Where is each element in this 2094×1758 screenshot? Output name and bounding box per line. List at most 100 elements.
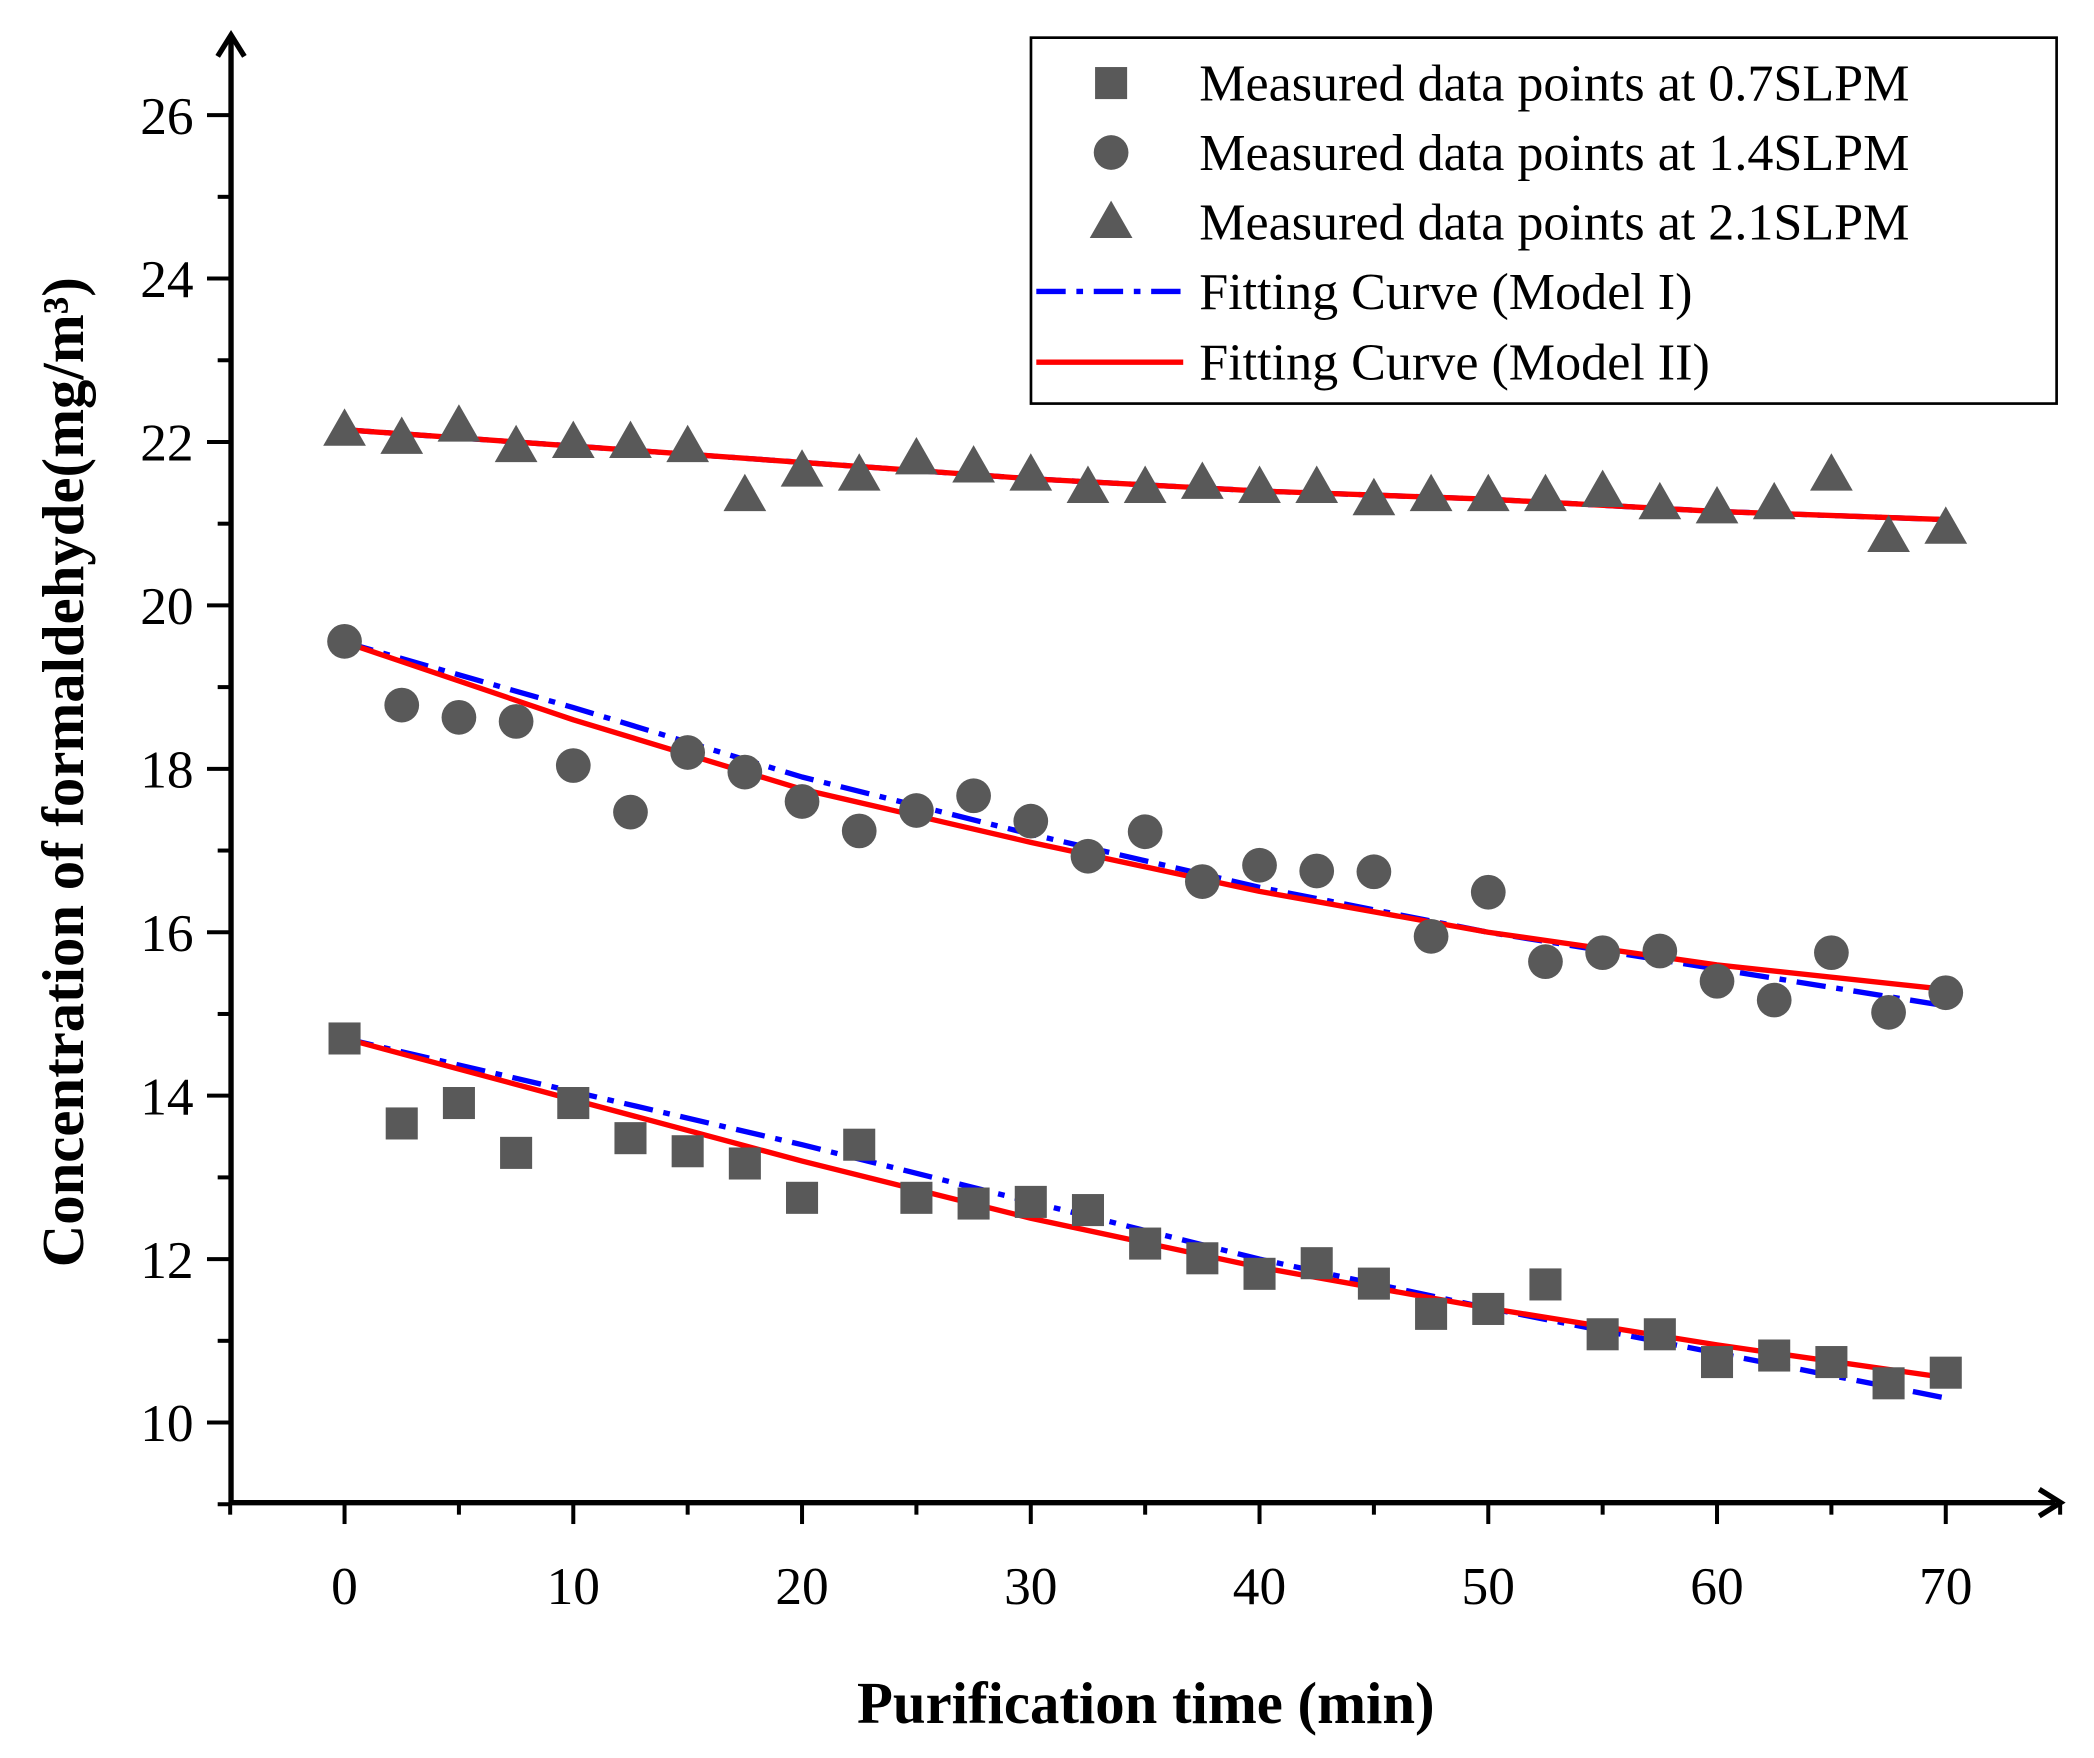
- legend-square-marker: [1095, 67, 1128, 100]
- square-data-point: [843, 1128, 876, 1161]
- square-data-point: [328, 1022, 361, 1055]
- triangle-data-point: [494, 424, 538, 463]
- triangle-data-point: [895, 436, 938, 475]
- square-data-point: [1014, 1185, 1047, 1218]
- x-tick-label: 70: [1919, 1556, 1972, 1616]
- triangle-data-point: [837, 453, 881, 491]
- x-axis-title: Purification time (min): [857, 1671, 1435, 1736]
- triangle-data-point: [1924, 506, 1968, 544]
- legend-label: Measured data points at 2.1SLPM: [1199, 194, 1909, 251]
- triangle-data-point: [1695, 485, 1739, 524]
- legend-label: Fitting Curve (Model I): [1199, 264, 1692, 321]
- data-points: [323, 404, 1968, 1400]
- x-tick-label: 0: [331, 1556, 358, 1616]
- circle-data-point: [498, 704, 534, 739]
- circle-data-point: [1642, 933, 1678, 969]
- circle-data-point: [1756, 982, 1792, 1018]
- x-tick-label: 50: [1462, 1556, 1515, 1616]
- legend-label: Measured data points at 1.4SLPM: [1199, 125, 1909, 182]
- legend-triangle-marker: [1089, 200, 1133, 238]
- square-data-point: [1472, 1292, 1505, 1325]
- circle-data-point: [1814, 935, 1849, 971]
- legend-box: [1029, 36, 2058, 405]
- square-data-point: [900, 1181, 933, 1214]
- square-data-point: [385, 1107, 418, 1140]
- circle-data-point: [1242, 847, 1277, 883]
- circle-data-point: [1871, 994, 1906, 1030]
- circle-data-point: [555, 748, 591, 783]
- circle-data-point: [1413, 918, 1449, 954]
- circle-data-point: [1928, 975, 1964, 1011]
- triangle-data-point: [1066, 465, 1110, 503]
- triangle-data-point: [609, 420, 652, 458]
- square-data-point: [1186, 1242, 1219, 1275]
- square-data-point: [1929, 1356, 1962, 1389]
- circle-data-point: [1013, 803, 1049, 839]
- triangle-data-point: [1295, 465, 1339, 503]
- fit-curve-model-ii: [343, 639, 1947, 993]
- square-data-point: [1357, 1267, 1390, 1300]
- circle-data-point: [384, 687, 420, 723]
- square-data-point: [442, 1087, 475, 1120]
- triangle-data-point: [1867, 514, 1910, 552]
- triangle-data-point: [1581, 469, 1625, 508]
- square-data-point: [1643, 1318, 1676, 1351]
- fit-curve-model-i: [343, 639, 1947, 1009]
- triangle-data-point: [723, 473, 767, 512]
- y-tick-label: 20: [140, 576, 193, 636]
- circle-data-point: [327, 623, 362, 659]
- square-data-point: [1758, 1339, 1791, 1372]
- square-data-point: [1129, 1227, 1162, 1260]
- x-tick-label: 10: [547, 1556, 600, 1616]
- x-tick-label: 60: [1690, 1556, 1743, 1616]
- y-tick-label: 16: [140, 903, 193, 963]
- y-tick-label: 14: [140, 1066, 193, 1126]
- y-tick-label: 10: [140, 1393, 193, 1453]
- square-data-point: [1243, 1257, 1276, 1290]
- y-axis-title: Concentration of formaldehyde(mg/m³): [31, 277, 96, 1267]
- circle-data-point: [1699, 963, 1735, 999]
- circle-data-point: [1356, 854, 1392, 890]
- square-data-point: [957, 1187, 990, 1220]
- x-tick-label: 40: [1233, 1556, 1286, 1616]
- triangle-data-point: [1352, 477, 1396, 516]
- circle-data-point: [956, 778, 991, 814]
- triangle-data-point: [437, 404, 481, 442]
- triangle-data-point: [1180, 461, 1224, 499]
- square-data-point: [1415, 1297, 1448, 1330]
- circle-data-point: [899, 793, 934, 828]
- triangle-data-point: [780, 449, 824, 487]
- y-tick-label: 12: [140, 1230, 193, 1290]
- circle-data-point: [1470, 874, 1506, 910]
- square-data-point: [1071, 1194, 1104, 1227]
- square-data-point: [728, 1147, 761, 1180]
- triangle-data-point: [1238, 465, 1281, 503]
- square-data-point: [1529, 1268, 1562, 1301]
- square-data-point: [500, 1136, 533, 1169]
- square-data-point: [557, 1087, 590, 1120]
- y-axis-arrow: [215, 29, 247, 58]
- axes: 0 10 20 30 40 50 60 70 10 12 14 16 18 20 22 24 26: [140, 29, 2066, 1616]
- square-data-point: [786, 1181, 819, 1214]
- square-data-point: [1872, 1367, 1905, 1400]
- circle-data-point: [1184, 864, 1220, 899]
- square-data-point: [614, 1122, 647, 1155]
- y-tick-label: 18: [140, 740, 193, 800]
- square-data-point: [1586, 1318, 1619, 1351]
- y-tick-label: 26: [140, 86, 193, 146]
- circle-data-point: [1127, 814, 1163, 850]
- triangle-data-point: [1810, 453, 1853, 491]
- triangle-data-point: [1638, 481, 1682, 520]
- circle-data-point: [1528, 944, 1563, 980]
- square-data-point: [1815, 1346, 1848, 1379]
- circle-data-point: [1070, 838, 1106, 874]
- square-data-point: [1300, 1247, 1333, 1280]
- circle-data-point: [727, 754, 763, 790]
- circle-data-point: [613, 794, 648, 830]
- legend-label: Fitting Curve (Model II): [1199, 335, 1710, 392]
- circle-data-point: [670, 735, 706, 770]
- y-tick-label: 22: [140, 413, 193, 473]
- circle-data-point: [1299, 853, 1335, 889]
- triangle-data-point: [1524, 473, 1567, 512]
